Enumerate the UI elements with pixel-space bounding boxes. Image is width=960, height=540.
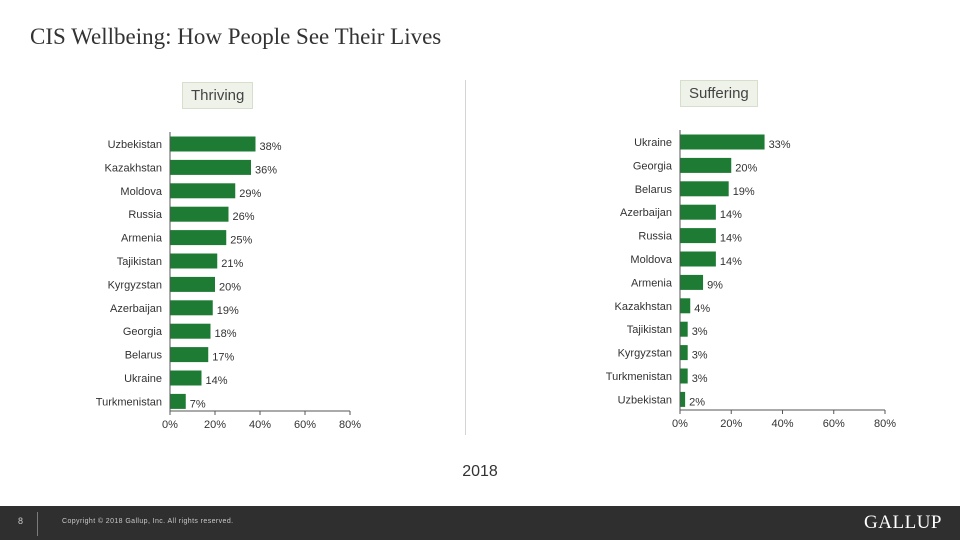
thriving-value-label: 38% [260,141,282,153]
thriving-category-label: Moldova [120,186,162,198]
suffering-value-label: 3% [692,373,708,385]
thriving-category-label: Georgia [123,326,163,338]
thriving-bar [170,183,236,199]
suffering-panel-label: Suffering [680,80,758,107]
thriving-value-label: 14% [206,375,228,387]
suffering-category-label: Tajikistan [627,324,672,336]
thriving-bar [170,159,251,175]
suffering-category-label: Azerbaijan [620,207,672,219]
suffering-x-tick-label: 0% [672,418,688,430]
suffering-category-label: Armenia [631,277,673,289]
thriving-value-label: 21% [221,258,243,270]
thriving-category-label: Uzbekistan [108,139,162,151]
suffering-bar [680,391,686,407]
thriving-category-label: Belarus [125,350,163,362]
suffering-category-label: Russia [638,231,673,243]
suffering-value-label: 20% [735,162,757,174]
suffering-x-tick-label: 60% [823,418,845,430]
panel-divider [465,80,466,435]
thriving-bar [170,136,256,152]
footer-divider [37,512,38,536]
thriving-category-label: Kazakhstan [105,162,162,174]
thriving-value-label: 18% [215,328,237,340]
suffering-value-label: 33% [769,139,791,151]
suffering-chart: Ukraine 33% Georgia 20% Belarus 19% Azerbaijan… [606,130,896,430]
suffering-bar [680,274,704,290]
suffering-bar [680,368,688,384]
suffering-value-label: 14% [720,256,742,268]
suffering-bar [680,251,716,267]
thriving-category-label: Russia [128,209,163,221]
thriving-category-label: Armenia [121,233,163,245]
suffering-bar [680,181,729,197]
thriving-bar [170,206,229,222]
thriving-category-label: Turkmenistan [96,396,162,408]
suffering-value-label: 14% [720,233,742,245]
suffering-category-label: Ukraine [634,137,672,149]
suffering-category-label: Georgia [633,160,673,172]
thriving-bar [170,300,213,316]
suffering-value-label: 19% [733,186,755,198]
suffering-category-label: Uzbekistan [618,394,672,406]
suffering-value-label: 4% [694,303,710,315]
thriving-bar [170,323,211,339]
suffering-bar [680,157,732,173]
thriving-bar [170,370,202,386]
thriving-value-label: 20% [219,281,241,293]
gallup-logo: GALLUP [864,512,942,533]
suffering-bar [680,345,688,361]
page-title: CIS Wellbeing: How People See Their Live… [30,24,442,49]
suffering-category-label: Kyrgyzstan [618,348,672,360]
thriving-category-label: Azerbaijan [110,303,162,315]
page-number: 8 [18,516,24,526]
thriving-x-tick-label: 20% [204,419,226,431]
thriving-value-label: 26% [233,211,255,223]
thriving-category-label: Ukraine [124,373,162,385]
suffering-value-label: 9% [707,279,723,291]
suffering-value-label: 3% [692,326,708,338]
suffering-x-tick-label: 20% [720,418,742,430]
thriving-bar [170,393,186,409]
thriving-value-label: 36% [255,164,277,176]
thriving-panel-label: Thriving [182,82,254,109]
thriving-bar [170,276,215,292]
suffering-category-label: Kazakhstan [615,301,672,313]
footer-bar: 8 Copyright © 2018 Gallup, Inc. All righ… [0,506,960,540]
thriving-value-label: 25% [230,235,252,247]
suffering-category-label: Turkmenistan [606,371,672,383]
thriving-x-tick-label: 0% [162,419,178,431]
thriving-bar [170,230,227,246]
thriving-value-label: 29% [239,188,261,200]
suffering-bar [680,134,765,150]
copyright-text: Copyright © 2018 Gallup, Inc. All rights… [62,518,234,525]
suffering-bar [680,298,691,314]
suffering-bar [680,228,716,244]
suffering-value-label: 3% [692,350,708,362]
suffering-category-label: Belarus [635,184,673,196]
thriving-value-label: 7% [190,398,206,410]
thriving-bar [170,253,218,269]
thriving-x-tick-label: 80% [339,419,361,431]
thriving-x-tick-label: 60% [294,419,316,431]
thriving-x-tick-label: 40% [249,419,271,431]
suffering-category-label: Moldova [630,254,672,266]
suffering-value-label: 2% [689,396,705,408]
thriving-chart: Uzbekistan 38% Kazakhstan 36% Moldova 29% Russ… [96,132,361,431]
thriving-value-label: 19% [217,305,239,317]
suffering-bar [680,204,716,220]
thriving-category-label: Kyrgyzstan [108,279,162,291]
suffering-x-tick-label: 40% [771,418,793,430]
thriving-bar [170,347,209,363]
thriving-value-label: 17% [212,352,234,364]
year-label: 2018 [462,463,498,480]
thriving-category-label: Tajikistan [117,256,162,268]
suffering-value-label: 14% [720,209,742,221]
suffering-bar [680,321,688,337]
suffering-x-tick-label: 80% [874,418,896,430]
